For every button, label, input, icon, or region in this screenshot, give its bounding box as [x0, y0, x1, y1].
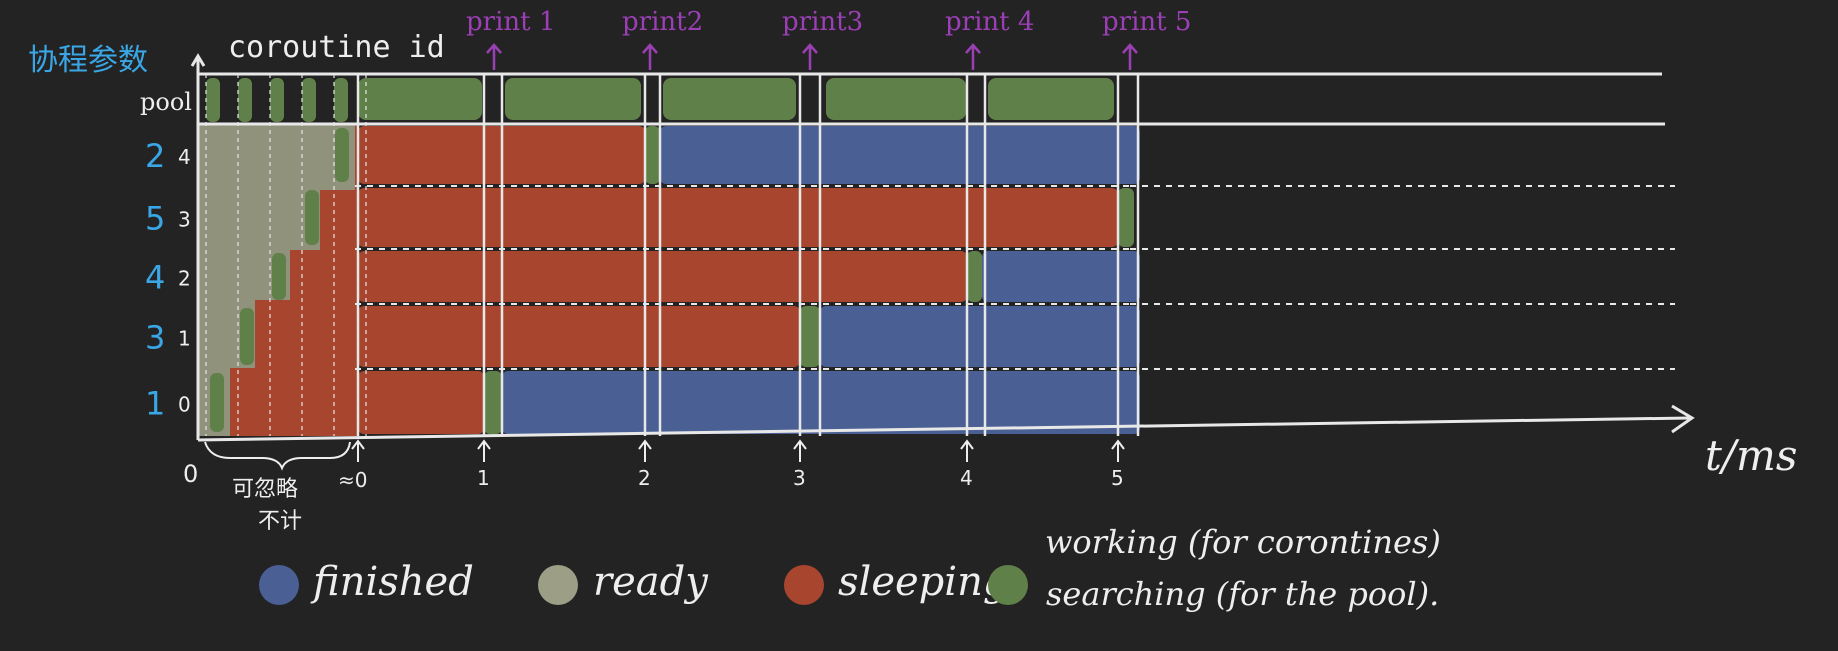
legend-swatch: [784, 565, 824, 605]
row-param-label: 4: [145, 259, 165, 297]
row-id-label: 1: [178, 327, 191, 351]
legend-label: ready: [593, 559, 709, 605]
x-tick-arrow: [638, 439, 652, 462]
row-param-label: 2: [145, 137, 165, 175]
row-id-label: 4: [178, 145, 191, 169]
pool-searching-bar: [663, 78, 796, 120]
print-arrow: [802, 43, 818, 70]
x-tick-label: 2: [638, 466, 651, 490]
print-arrow: [486, 43, 502, 70]
legend-label: sleeping: [838, 559, 1008, 605]
working-bar: [305, 190, 319, 245]
print-label: print 1: [466, 7, 555, 37]
pool-searching-bar: [302, 78, 316, 122]
negligible-note-2: 不计: [258, 509, 302, 534]
pool-label: pool: [140, 88, 192, 116]
print-label: print 5: [1102, 7, 1191, 37]
x-axis: [197, 416, 1691, 442]
y-axis-subtitle: coroutine id: [228, 30, 445, 65]
working-bar: [967, 251, 982, 302]
x-tick-arrow: [477, 439, 491, 462]
finished-bar: [982, 251, 1140, 302]
y-axis-title: 协程参数: [28, 43, 148, 78]
row-param-label: 3: [145, 319, 165, 357]
print-arrow: [1122, 43, 1138, 70]
row-id-label: 0: [178, 393, 191, 417]
working-bar: [484, 371, 502, 434]
sleeping-bar: [358, 306, 800, 367]
legend-swatch: [988, 565, 1028, 605]
x-axis-label: t/ms: [1705, 431, 1797, 480]
sleeping-bar: [358, 188, 1118, 247]
pool-searching-bar: [826, 78, 966, 120]
pool-searching-bar: [238, 78, 252, 122]
print-label: print3: [782, 7, 863, 37]
pool-searching-bar: [270, 78, 284, 122]
working-bar: [1118, 188, 1134, 247]
row-param-label: 1: [145, 385, 165, 423]
finished-bar: [820, 306, 1140, 367]
negligible-note-1: 可忽略: [232, 477, 298, 502]
y-axis-arrow: [190, 53, 206, 67]
legend-label: finished: [310, 559, 474, 605]
x-tick-arrow: [960, 439, 974, 462]
pool-searching-bar: [206, 78, 220, 122]
negligible-brace: [204, 441, 351, 471]
print-label: print2: [622, 7, 703, 37]
working-bar: [240, 308, 254, 365]
timeline-grid: [190, 53, 1695, 442]
print-label: print 4: [945, 7, 1034, 37]
working-bar: [272, 253, 286, 300]
x-axis-arrow: [1671, 404, 1695, 434]
sleeping-bar: [358, 251, 967, 302]
timeline-bars: [198, 78, 1140, 436]
working-bar: [210, 373, 224, 432]
sleeping-bar: [358, 371, 484, 434]
finished-bar: [660, 126, 1140, 184]
x-tick-label: 0: [183, 460, 198, 488]
legend-label: working (for corontines): [1045, 523, 1441, 561]
print-arrow: [965, 43, 981, 70]
row-id-label: 3: [178, 208, 191, 232]
legend-extra-label: searching (for the pool).: [1046, 575, 1439, 613]
pool-searching-bar: [505, 78, 641, 120]
x-tick-arrow: [351, 439, 365, 462]
working-bar: [800, 306, 820, 367]
legend-swatch: [538, 565, 578, 605]
x-tick-arrow: [793, 439, 807, 462]
pool-searching-bar: [988, 78, 1114, 120]
sleeping-region: [230, 124, 358, 436]
print-arrow: [642, 43, 658, 70]
x-tick-label: 4: [960, 466, 973, 490]
working-bar: [335, 128, 349, 182]
x-tick-label: 3: [793, 466, 806, 490]
x-tick-label: 5: [1111, 466, 1124, 490]
legend: finished ready sleeping working (for coront…: [259, 523, 1441, 605]
row-param-label: 5: [145, 200, 165, 238]
pool-searching-bar: [334, 78, 348, 122]
x-tick-label: 1: [477, 466, 490, 490]
legend-swatch: [259, 565, 299, 605]
working-bar: [645, 126, 660, 184]
row-id-label: 2: [178, 267, 191, 291]
x-tick-arrow: [1111, 439, 1125, 462]
x-tick-small-label: ≈0: [338, 468, 367, 492]
pool-searching-bar: [358, 78, 482, 120]
